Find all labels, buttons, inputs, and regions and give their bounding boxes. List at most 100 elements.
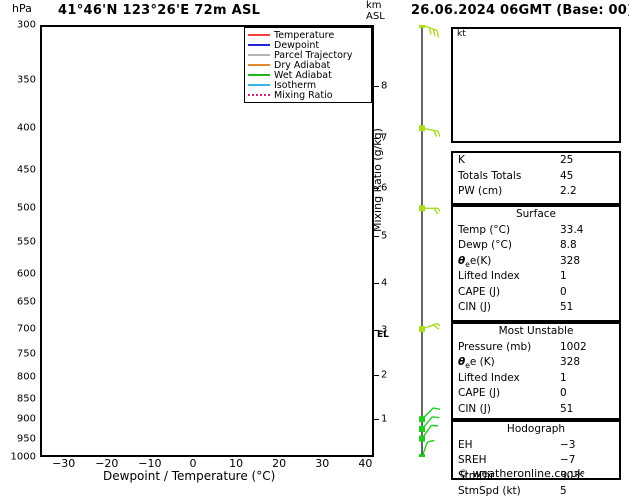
sounding-page: hPa 41°46'N 123°26'E 72m ASL km ASL 26.0… (0, 0, 629, 486)
stat-value: 1 (560, 371, 614, 387)
height-tick-label: 1 (381, 413, 387, 424)
stat-key: StmSpd (kt) (458, 484, 521, 500)
wind-barb (419, 440, 434, 457)
legend-swatch-icon (248, 64, 270, 66)
stat-key: Totals Totals (458, 169, 521, 185)
stat-value: 25 (560, 153, 614, 169)
pressure-tick-label: 550 (17, 237, 36, 248)
stat-row: PW (cm) 2.2 (453, 184, 619, 200)
stat-value: 0 (560, 386, 614, 402)
stat-value: 1002 (560, 340, 614, 356)
panel-title: Most Unstable (453, 324, 619, 340)
legend-item: Wet Adiabat (248, 70, 368, 80)
mixing-ratio-axis-label: Mixing Ratio (g/kg) (372, 128, 383, 232)
stat-key: θee (K) (458, 355, 495, 371)
stat-value: 51 (560, 300, 614, 316)
hodograph-frame (451, 27, 621, 143)
stat-key: CIN (J) (458, 300, 491, 316)
legend-label: Dewpoint (274, 41, 319, 50)
height-axis-unit-km: km (366, 1, 382, 11)
station-title: 41°46'N 123°26'E 72m ASL (58, 4, 260, 17)
hodograph-unit-label: kt (457, 30, 466, 39)
stat-value: 5 (560, 484, 614, 500)
stat-key: PW (cm) (458, 184, 502, 200)
stat-key: Lifted Index (458, 371, 520, 387)
pressure-tick-label: 750 (17, 348, 36, 359)
pressure-tick-label: 650 (17, 297, 36, 308)
stat-row: CAPE (J)0 (453, 285, 619, 301)
panel-title: Surface (453, 207, 619, 223)
legend-label: Parcel Trajectory (274, 51, 352, 60)
legend-label: Wet Adiabat (274, 71, 332, 80)
pressure-tick-label: 1000 (11, 452, 36, 463)
stat-row: CIN (J) 51 (453, 300, 619, 316)
stat-key: CIN (J) (458, 402, 491, 418)
pressure-axis-unit-label: hPa (12, 3, 32, 14)
height-tick-label: 4 (381, 278, 387, 289)
legend-swatch-icon (248, 84, 270, 86)
temperature-tick-label: 40 (358, 457, 372, 470)
pressure-tick-label: 700 (17, 324, 36, 335)
stat-row: Pressure (mb)1002 (453, 340, 619, 356)
stat-row: StmSpd (kt) 5 (453, 484, 619, 500)
stat-row: Lifted Index 1 (453, 371, 619, 387)
temperature-axis-label: Dewpoint / Temperature (°C) (103, 470, 275, 482)
stat-value: −3 (560, 438, 614, 454)
temperature-tick-label: 30 (315, 457, 329, 470)
legend-swatch-icon (248, 44, 270, 46)
stat-row: CIN (J) 51 (453, 402, 619, 418)
legend-item: Isotherm (248, 80, 368, 90)
height-axis-unit-asl: ASL (366, 12, 385, 22)
height-tick-label: 8 (381, 81, 387, 92)
pressure-tick-label: 450 (17, 165, 36, 176)
pressure-tick-label: 500 (17, 203, 36, 214)
legend-swatch-icon (248, 34, 270, 36)
stat-row: θee (K)328 (453, 355, 619, 371)
pressure-tick-label: 600 (17, 268, 36, 279)
stat-row: Dewp (°C) 8.8 (453, 238, 619, 254)
pressure-tick-label: 850 (17, 393, 36, 404)
stat-key: CAPE (J) (458, 285, 500, 301)
height-tick (374, 86, 379, 87)
stat-value: 2.2 (560, 184, 614, 200)
legend-label: Dry Adiabat (274, 61, 330, 70)
stat-value: 51 (560, 402, 614, 418)
stat-key: K (458, 153, 465, 169)
date-title: 26.06.2024 06GMT (Base: 00) (411, 4, 629, 17)
pressure-tick-label: 900 (17, 414, 36, 425)
stat-key: EH (458, 438, 473, 454)
legend-item: Mixing Ratio (248, 90, 368, 100)
legend-swatch-icon (248, 74, 270, 76)
stat-row: θee(K) 328 (453, 254, 619, 270)
legend-label: Isotherm (274, 81, 316, 90)
stat-key: Dewp (°C) (458, 238, 512, 254)
height-tick (374, 236, 379, 237)
legend-item: Parcel Trajectory (248, 50, 368, 60)
height-tick (374, 419, 379, 420)
stat-row: Temp (°C) 33.4 (453, 223, 619, 239)
stat-value: 8.8 (560, 238, 614, 254)
legend-label: Temperature (274, 31, 334, 40)
copyright-text: © weatheronline.co.uk (458, 468, 584, 479)
legend-item: Dewpoint (248, 40, 368, 50)
stat-value: 328 (560, 254, 614, 270)
pressure-tick-label: 950 (17, 433, 36, 444)
stat-value: 33.4 (560, 223, 614, 239)
stat-key: θee(K) (458, 254, 491, 270)
pressure-tick-label: 300 (17, 20, 36, 31)
pressure-tick-label: 400 (17, 123, 36, 134)
temperature-tick-label: −30 (52, 457, 75, 470)
height-tick (374, 283, 379, 284)
panel-title: Hodograph (453, 422, 619, 438)
legend-swatch-icon (248, 94, 270, 96)
stat-value: 1 (560, 269, 614, 285)
legend-item: Dry Adiabat (248, 60, 368, 70)
wind-barb-column (400, 25, 440, 457)
stat-key: Temp (°C) (458, 223, 510, 239)
